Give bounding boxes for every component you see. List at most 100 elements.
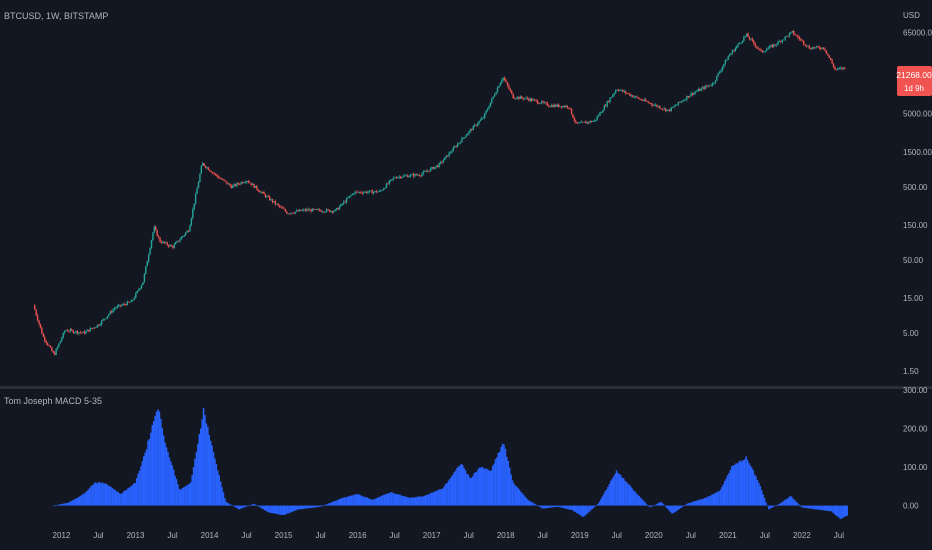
macd-bar: [694, 501, 696, 506]
time-axis[interactable]: 2012 Jul 2013 Jul 2014 Jul 2015 Jul 2016 Jul 2017 J…: [53, 531, 845, 540]
macd-bar: [286, 505, 289, 514]
price-candle: [466, 133, 469, 136]
macd-bar: [748, 462, 750, 506]
time-tick-label: Jul: [612, 531, 622, 540]
price-candle: [137, 287, 140, 292]
price-candle: [619, 88, 621, 92]
price-candle: [791, 30, 793, 34]
macd-bar: [479, 467, 481, 506]
price-candle: [343, 200, 345, 206]
macd-tick-label: 200.00: [903, 425, 928, 434]
macd-bar: [333, 501, 336, 506]
macd-bar: [533, 503, 535, 506]
price-candle: [59, 340, 62, 344]
price-candle: [509, 87, 512, 93]
price-candle: [690, 91, 692, 97]
macd-bar: [215, 464, 218, 506]
macd-bar: [769, 505, 772, 509]
macd-bar: [161, 428, 164, 506]
macd-bar: [608, 484, 611, 506]
macd-bar: [523, 495, 525, 506]
macd-bar: [469, 477, 471, 506]
price-tick-label: 500.00: [903, 183, 928, 192]
macd-bar: [484, 468, 487, 506]
price-candle: [498, 85, 500, 88]
macd-bar: [795, 501, 797, 506]
price-tick-label: 5000.00: [903, 110, 932, 119]
pane-separator[interactable]: [0, 386, 932, 389]
price-candle: [465, 133, 467, 138]
macd-bar: [236, 505, 239, 509]
price-candle: [684, 98, 687, 101]
price-candle: [175, 241, 177, 245]
macd-bar: [507, 460, 510, 506]
macd-bar: [557, 505, 559, 507]
macd-bar: [362, 496, 364, 506]
price-candle: [579, 121, 581, 124]
macd-bar: [114, 489, 117, 506]
macd-bar: [187, 484, 189, 506]
macd-bar: [775, 505, 777, 507]
price-candle: [399, 175, 402, 180]
macd-bar: [198, 434, 201, 506]
macd-bar: [405, 496, 407, 506]
price-candle: [157, 234, 160, 240]
price-candle: [676, 103, 678, 106]
price-axis[interactable]: 65000.00 5000.00 1500.00 500.00 150.00 50.00 1…: [903, 28, 932, 376]
macd-bar: [278, 505, 280, 515]
macd-bar: [554, 505, 557, 508]
macd-bar: [651, 505, 653, 507]
macd-bar: [587, 505, 589, 513]
macd-bar: [696, 500, 699, 506]
macd-bar: [648, 505, 650, 507]
macd-bar: [829, 505, 831, 512]
price-candle: [804, 43, 806, 47]
price-candle: [110, 309, 113, 314]
macd-bar: [564, 505, 566, 509]
macd-bar: [164, 442, 166, 506]
price-candle: [108, 313, 110, 318]
macd-bar: [68, 501, 71, 506]
macd-bar: [113, 489, 115, 506]
price-candle: [827, 53, 829, 56]
macd-bar: [338, 499, 340, 506]
price-candle: [328, 209, 331, 213]
macd-bar: [528, 500, 531, 506]
macd-bar: [335, 500, 337, 506]
price-candle: [469, 128, 472, 133]
macd-bar: [749, 465, 752, 506]
price-candle: [775, 43, 778, 47]
price-candle: [790, 31, 792, 35]
price-candle: [710, 83, 712, 87]
price-candle: [478, 120, 480, 126]
macd-axis[interactable]: 300.00 200.00 100.00 0.00: [903, 386, 928, 511]
price-tick-label: 150.00: [903, 221, 928, 230]
price-candle: [428, 170, 430, 173]
price-candle: [778, 39, 781, 42]
macd-bar: [346, 496, 349, 506]
macd-bar: [350, 495, 353, 506]
time-tick-label: 2017: [423, 531, 441, 540]
price-candle: [354, 190, 356, 196]
price-candle: [602, 109, 604, 114]
macd-bar: [632, 490, 635, 506]
time-tick-label: Jul: [464, 531, 474, 540]
macd-pane[interactable]: [53, 407, 848, 519]
macd-bar: [508, 467, 511, 506]
price-tick-label: 65000.00: [903, 28, 932, 37]
price-pane[interactable]: [34, 29, 846, 356]
macd-bar: [182, 487, 185, 506]
price-candle: [166, 241, 168, 247]
macd-bar: [657, 503, 659, 506]
macd-bar: [175, 478, 178, 506]
price-candle: [267, 194, 269, 197]
price-candle: [149, 247, 151, 256]
macd-bar: [234, 505, 236, 507]
price-candle: [663, 106, 665, 111]
price-candle: [271, 198, 274, 204]
macd-bar: [779, 503, 781, 506]
price-candle: [294, 211, 297, 215]
price-candle: [640, 98, 643, 101]
price-candle: [355, 191, 358, 194]
